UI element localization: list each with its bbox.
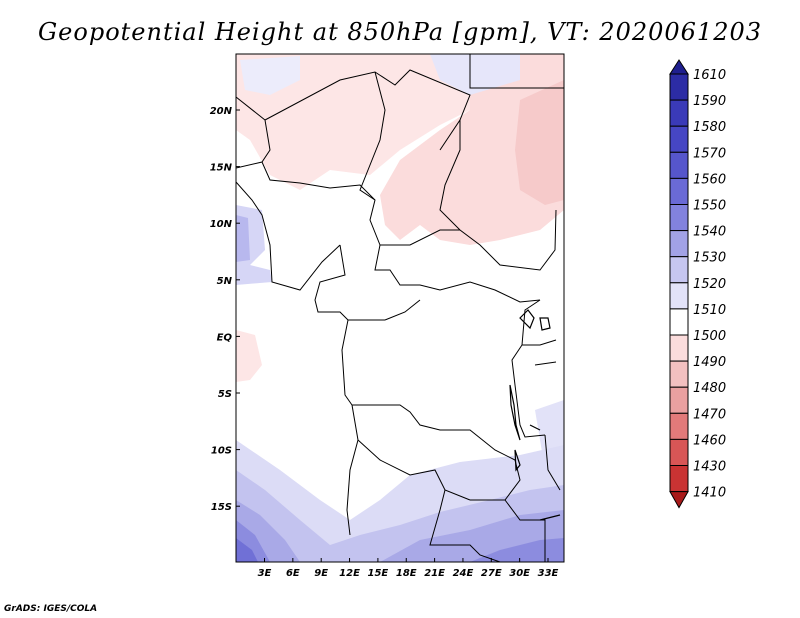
colorbar-bottom-arrow xyxy=(669,491,689,509)
colorbar-level-label: 1410 xyxy=(693,486,726,501)
colorbar-level-label: 1490 xyxy=(693,355,726,370)
country-borders xyxy=(236,54,564,562)
colorbar-swatch xyxy=(669,360,689,388)
colorbar-level-label: 1430 xyxy=(693,460,726,475)
shade-north-low xyxy=(236,54,470,190)
colorbar-swatch xyxy=(669,204,689,232)
lat-label: 5N xyxy=(217,276,233,287)
lat-label: 15N xyxy=(210,163,233,174)
colorbar-swatch xyxy=(669,230,689,258)
colorbar-level-label: 1520 xyxy=(693,277,726,292)
colorbar-swatch xyxy=(669,465,689,493)
lon-label: 24E xyxy=(453,568,474,579)
shade-northeast-low xyxy=(380,54,564,245)
lat-label: 10N xyxy=(210,219,233,230)
lon-label: 6E xyxy=(286,568,300,579)
colorbar-level-label: 1480 xyxy=(693,381,726,396)
colorbar: 1610 1590 1580 1570 1560 1550 1540 1530 1520 1510… xyxy=(669,59,726,509)
colorbar-swatch xyxy=(669,73,689,101)
colorbar-level-label: 1560 xyxy=(693,172,726,187)
lat-label: EQ xyxy=(217,332,233,343)
colorbar-level-label: 1540 xyxy=(693,225,726,240)
lat-label: 20N xyxy=(210,106,233,117)
colorbar-level-label: 1470 xyxy=(693,407,726,422)
lat-label: 10S xyxy=(211,446,232,457)
colorbar-level-label: 1570 xyxy=(693,146,726,161)
colorbar-swatch xyxy=(669,99,689,127)
colorbar-swatch xyxy=(669,334,689,362)
colorbar-swatch xyxy=(669,438,689,466)
colorbar-level-label: 1580 xyxy=(693,120,726,135)
colorbar-swatch xyxy=(669,282,689,310)
shade-northeast-deep xyxy=(515,80,564,205)
shade-west-high-2 xyxy=(236,215,250,262)
latitude-axis: 20N 15N 10N 5N EQ 5S 10S 15S xyxy=(210,106,240,513)
lon-label: 12E xyxy=(339,568,360,579)
shade-top-high-2 xyxy=(240,56,300,95)
shade-south-1550b xyxy=(470,538,564,562)
lon-label: 9E xyxy=(314,568,328,579)
lon-label: 27E xyxy=(481,568,502,579)
colorbar-swatch xyxy=(669,177,689,205)
map-frame xyxy=(235,53,565,563)
colorbar-swatch xyxy=(669,386,689,414)
lon-label: 3E xyxy=(258,568,272,579)
colorbar-swatch xyxy=(669,125,689,153)
lon-label: 33E xyxy=(538,568,559,579)
shade-eq-low xyxy=(236,330,262,382)
lon-label: 15E xyxy=(368,568,389,579)
lon-label: 18E xyxy=(396,568,417,579)
colorbar-level-label: 1610 xyxy=(693,68,726,83)
lon-label: 21E xyxy=(424,568,445,579)
colorbar-level-label: 1510 xyxy=(693,303,726,318)
colorbar-level-label: 1500 xyxy=(693,329,726,344)
map-title: Geopotential Height at 850hPa [gpm], VT:… xyxy=(38,18,762,46)
colorbar-level-label: 1590 xyxy=(693,94,726,109)
colorbar-top-arrow xyxy=(669,59,689,75)
lat-label: 5S xyxy=(218,389,232,400)
colorbar-swatch xyxy=(669,412,689,440)
lakes xyxy=(509,309,561,521)
lat-label: 15S xyxy=(211,502,232,513)
height-field-shading xyxy=(236,54,564,562)
grads-credit: GrADS: IGES/COLA xyxy=(4,604,98,614)
lon-label: 30E xyxy=(509,568,530,579)
colorbar-swatch xyxy=(669,151,689,179)
colorbar-level-label: 1530 xyxy=(693,251,726,266)
shade-south-1560 xyxy=(236,538,258,562)
shade-top-high xyxy=(430,54,520,95)
colorbar-level-label: 1460 xyxy=(693,433,726,448)
colorbar-level-label: 1550 xyxy=(693,199,726,214)
colorbar-swatch xyxy=(669,308,689,336)
colorbar-swatch xyxy=(669,256,689,284)
longitude-axis: 3E 6E 9E 12E 15E 18E 21E 24E 27E 30E 33E xyxy=(258,558,559,579)
